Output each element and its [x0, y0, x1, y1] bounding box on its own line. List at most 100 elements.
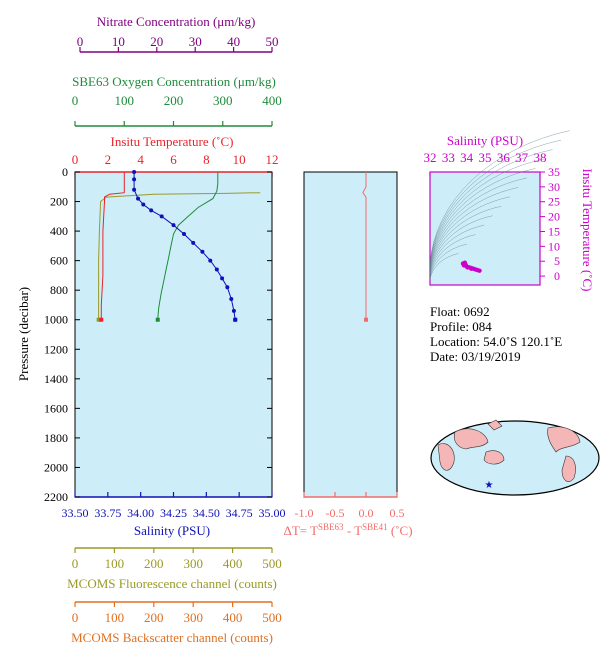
salinity-series-point	[229, 297, 234, 302]
ts-density-contour	[429, 234, 476, 278]
temperature-tick-label: 8	[203, 152, 210, 167]
salinity-series-point	[208, 258, 213, 263]
pressure-tick-label: 1000	[44, 313, 68, 327]
ts-point	[469, 266, 474, 271]
profile-panel	[74, 171, 273, 498]
ts-temperature-tick-label: 35	[548, 165, 560, 179]
salinity-series-point	[220, 276, 225, 281]
oxygen-series-line	[157, 172, 219, 320]
temperature-series-line	[100, 172, 125, 320]
fluorescence-axis: 0 100 200 300 400 500 MCOMS Fluorescence chan…	[67, 547, 282, 591]
ts-density-contour	[429, 158, 545, 268]
ts-density-contour	[429, 196, 510, 273]
deltat-series-end-marker	[364, 317, 368, 322]
ts-series	[460, 260, 482, 273]
salinity-series-point	[231, 308, 236, 313]
salinity-tick-label: 34.00	[127, 506, 154, 520]
nitrate-tick-label: 20	[150, 34, 163, 49]
deltat-series-line	[362, 172, 367, 320]
fluorescence-tick-label: 300	[183, 556, 203, 571]
map-land-north-america	[547, 426, 581, 453]
ts-temperature-tick-label: 20	[548, 210, 560, 224]
world-map: ★	[430, 419, 600, 496]
fluorescence-series-end-marker	[96, 317, 101, 322]
ts-salinity-tick-label: 35	[479, 150, 492, 165]
nitrate-ticks: 0 10 20 30 40 50	[77, 34, 279, 52]
oxygen-tick-label: 100	[115, 93, 135, 108]
pressure-tick-label: 200	[50, 195, 68, 209]
ts-temperature-tick-label: 15	[548, 224, 560, 238]
pressure-tick-label: 2000	[44, 460, 68, 474]
salinity-tick-label: 35.00	[259, 506, 286, 520]
backscatter-tick-label: 500	[262, 610, 282, 625]
ts-salinity-label: Salinity (PSU)	[447, 133, 523, 148]
salinity-series-end-marker	[233, 317, 238, 322]
salinity-tick-label: 33.50	[62, 506, 89, 520]
ts-density-contour	[429, 243, 468, 280]
ts-point	[461, 263, 467, 268]
nitrate-tick-label: 30	[189, 34, 202, 49]
pressure-tick-label: 600	[50, 254, 68, 268]
ts-density-contour	[429, 215, 493, 276]
ts-temperature-tick-label: 10	[548, 239, 560, 253]
salinity-series-point	[132, 170, 137, 174]
nitrate-tick-label: 50	[266, 34, 279, 49]
salinity-ticks: 33.50 33.75 34.00 34.25 34.50 34.75 35.00	[62, 492, 286, 520]
fluorescence-axis-label: MCOMS Fluorescence channel (counts)	[67, 576, 277, 591]
salinity-series-point	[191, 240, 196, 245]
ts-temperature-label: Insitu Temperature (˚C)	[580, 168, 595, 291]
oxygen-series-end-marker	[155, 317, 160, 322]
map-land-asia	[453, 428, 489, 450]
salinity-tick-label: 34.50	[193, 506, 220, 520]
ts-salinity-tick-label: 34	[460, 150, 474, 165]
pressure-axis-label: Pressure (decibar)	[16, 287, 31, 381]
backscatter-tick-label: 200	[144, 610, 164, 625]
fluorescence-ticks: 0 100 200 300 400 500	[72, 548, 282, 571]
ts-density-contour	[429, 149, 553, 266]
temperature-tick-label: 0	[72, 152, 79, 167]
backscatter-tick-label: 300	[183, 610, 203, 625]
ts-density-contour	[429, 187, 519, 272]
ts-density-contour	[429, 168, 536, 269]
oxygen-tick-label: 0	[72, 93, 79, 108]
backscatter-tick-label: 400	[223, 610, 243, 625]
oxygen-tick-label: 400	[262, 93, 282, 108]
ts-salinity-tick-label: 33	[442, 150, 455, 165]
salinity-series-point	[141, 202, 146, 207]
backscatter-ticks: 0 100 200 300 400 500	[72, 602, 282, 625]
salinity-series-point	[132, 177, 137, 182]
deltat-tick-label: 0.5	[390, 506, 405, 520]
ts-density-contour	[429, 206, 502, 274]
profile-id: Profile: 084	[430, 319, 492, 334]
float-info: Float: 0692 Profile: 084 Location: 54.0˚…	[430, 304, 562, 364]
ts-salinity-tick-label: 36	[497, 150, 511, 165]
oxygen-tick-label: 300	[213, 93, 233, 108]
deltat-panel	[303, 171, 398, 498]
backscatter-axis-label: MCOMS Backscatter channel (counts)	[71, 630, 273, 645]
temperature-axis-label: Insitu Temperature (˚C)	[110, 134, 233, 149]
pressure-tick-label: 1400	[44, 372, 68, 386]
ts-temperature-tick-label: 5	[554, 254, 560, 268]
map-land-south-america	[561, 455, 576, 482]
nitrate-tick-label: 0	[77, 34, 84, 49]
oxygen-tick-label: 200	[164, 93, 184, 108]
salinity-series-point	[182, 232, 187, 237]
temperature-tick-label: 4	[137, 152, 144, 167]
fluorescence-tick-label: 0	[72, 556, 79, 571]
ts-density-contour	[429, 139, 562, 265]
backscatter-axis: 0 100 200 300 400 500 MCOMS Backscatter chann…	[71, 601, 282, 645]
temperature-tick-label: 6	[170, 152, 177, 167]
backscatter-tick-label: 100	[105, 610, 125, 625]
temperature-tick-label: 12	[266, 152, 279, 167]
salinity-axis-label: Salinity (PSU)	[134, 523, 210, 538]
temperature-tick-label: 2	[105, 152, 112, 167]
salinity-series-point	[132, 187, 137, 192]
fluorescence-tick-label: 500	[262, 556, 282, 571]
ts-density-contour	[429, 177, 527, 270]
pressure-tick-label: 800	[50, 283, 68, 297]
deltat-tick-label: 0.0	[359, 506, 374, 520]
salinity-series-point	[149, 208, 154, 213]
map-land-greenland	[487, 419, 503, 431]
